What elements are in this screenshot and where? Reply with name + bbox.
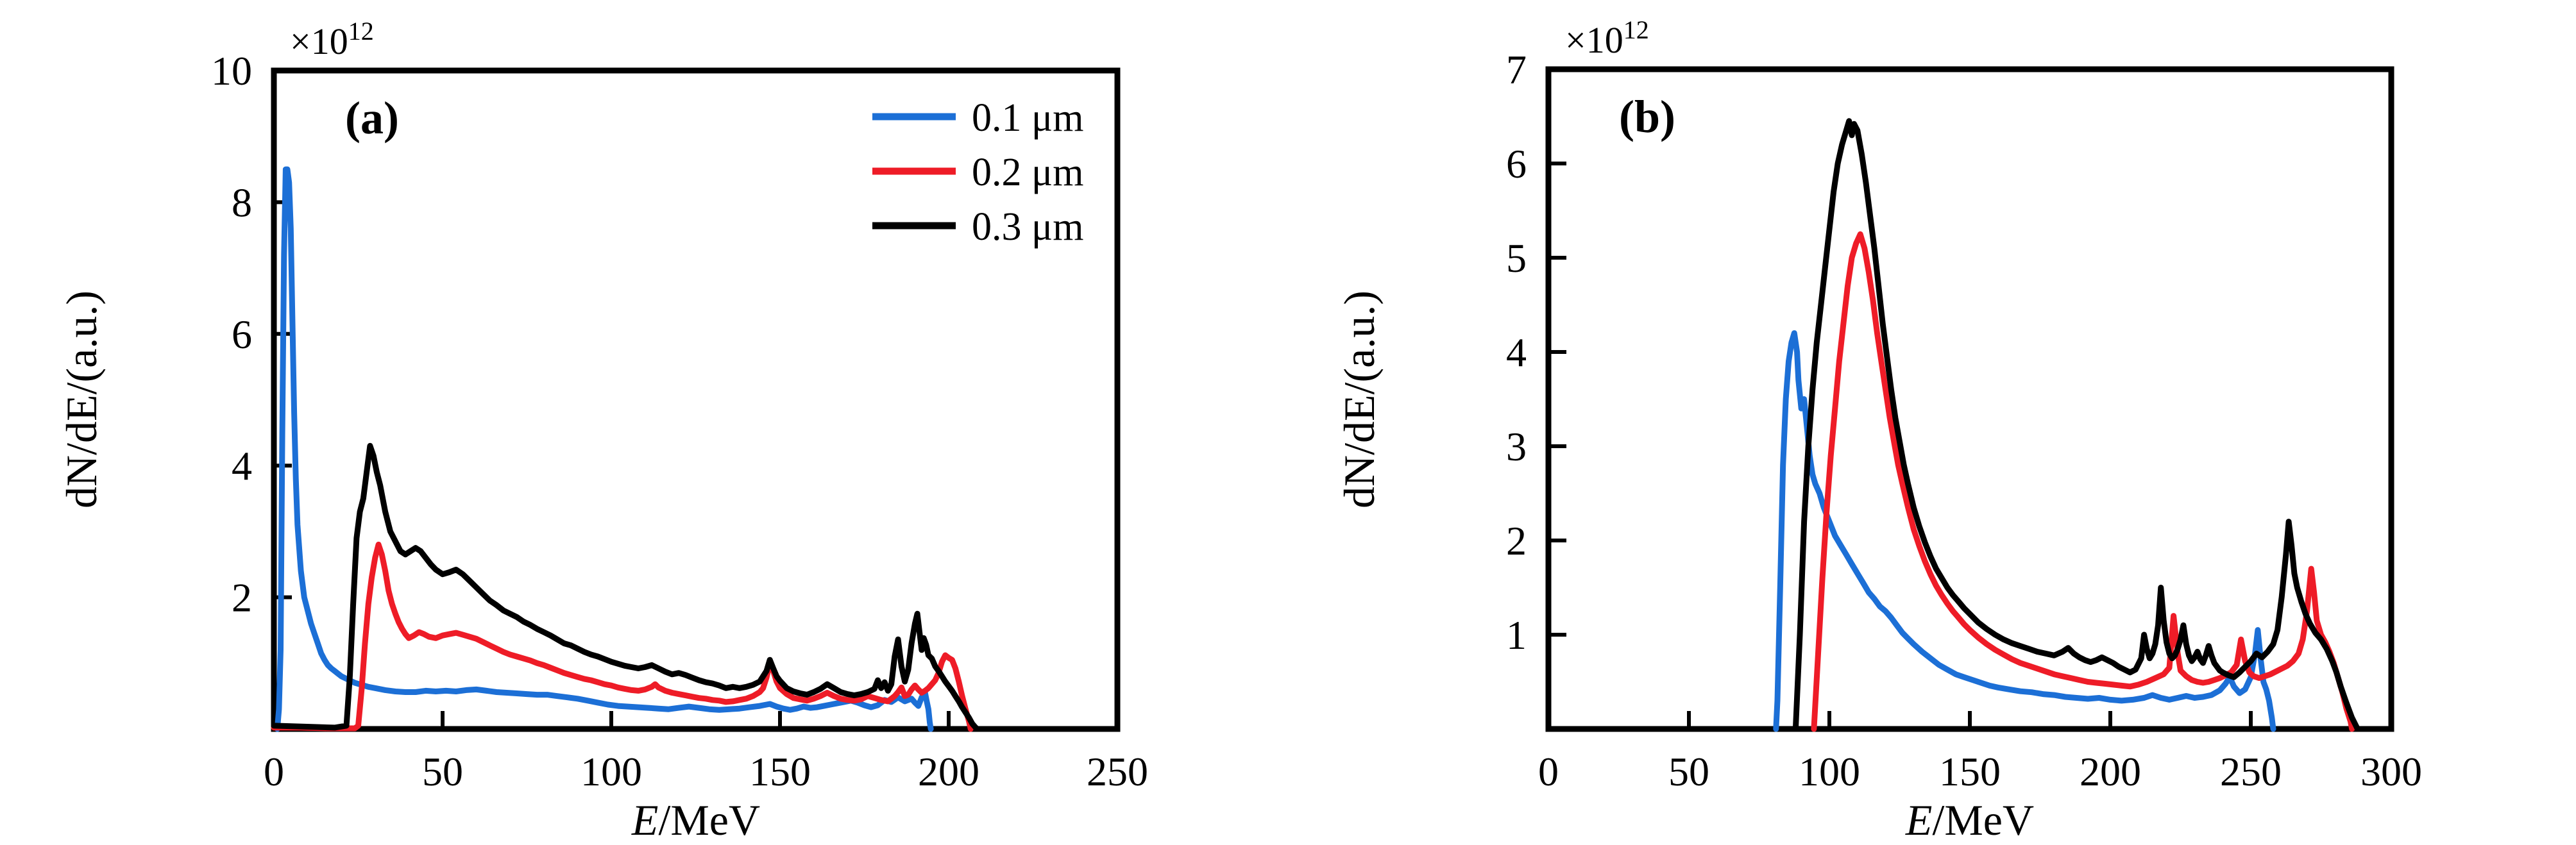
y-tick-label: 7: [1506, 47, 1527, 92]
y-tick-label: 4: [1506, 330, 1527, 375]
panel-a-y-axis-title: dN/dE/(a.u.): [57, 290, 106, 508]
y-tick-label: 10: [211, 48, 252, 94]
legend: 0.1 μm 0.2 μm 0.3 μm: [872, 96, 1083, 249]
panel-b-x-axis-title: E/MeV: [1905, 796, 2034, 844]
panel-a-x-axis-title: E/MeV: [631, 796, 760, 844]
series-line-0.1-um: [274, 166, 934, 732]
x-tick-label: 50: [422, 749, 463, 794]
legend-label-0.2um: 0.2 μm: [972, 151, 1083, 194]
panel-a-y-scale-label: ×1012: [290, 17, 374, 62]
x-tick-label: 0: [1538, 749, 1559, 794]
legend-label-0.1um: 0.1 μm: [972, 96, 1083, 140]
x-tick-label: 200: [2080, 749, 2141, 794]
x-tick-label: 200: [918, 749, 979, 794]
panel-b-y-scale-label: ×1012: [1565, 15, 1649, 61]
x-tick-label: 50: [1668, 749, 1709, 794]
panel-b-y-axis-title: dN/dE/(a.u.): [1335, 290, 1384, 508]
y-tick-label: 2: [1506, 518, 1527, 564]
y-tick-label: 3: [1506, 424, 1527, 469]
series-line-0.2-um: [1811, 231, 2355, 732]
series-line-0.3-um: [271, 442, 981, 732]
x-tick-label: 300: [2360, 749, 2422, 794]
panel-b-plot-area: 0 50 100 150 200 250 300 1 2 3 4 5 6 7: [1506, 47, 2422, 794]
series-line-0.2-um: [271, 541, 974, 732]
x-tick-label: 250: [2220, 749, 2282, 794]
panel-a-plot-area: 0 50 100 150 200 250 2 4 6 8 10: [211, 48, 1148, 794]
y-tick-label: 2: [232, 575, 252, 621]
x-tick-label: 0: [264, 749, 284, 794]
panel-a-letter: (a): [345, 92, 399, 144]
x-tick-label: 100: [1799, 749, 1860, 794]
y-tick-label: 8: [232, 180, 252, 225]
axes-frame: [271, 67, 1121, 732]
legend-label-0.3um: 0.3 μm: [972, 205, 1083, 249]
x-tick-label: 250: [1087, 749, 1148, 794]
x-tick-label: 150: [1939, 749, 2001, 794]
panel-b-letter: (b): [1619, 91, 1675, 142]
y-tick-label: 4: [232, 443, 252, 489]
y-tick-label: 6: [232, 312, 252, 357]
series-line-0.3-um: [1792, 118, 2360, 732]
x-tick-label: 150: [749, 749, 811, 794]
y-tick-label: 1: [1506, 612, 1527, 658]
x-tick-label: 100: [580, 749, 642, 794]
y-tick-label: 5: [1506, 235, 1527, 281]
y-tick-label: 6: [1506, 141, 1527, 187]
series-line-0.1-um: [1773, 330, 2276, 732]
